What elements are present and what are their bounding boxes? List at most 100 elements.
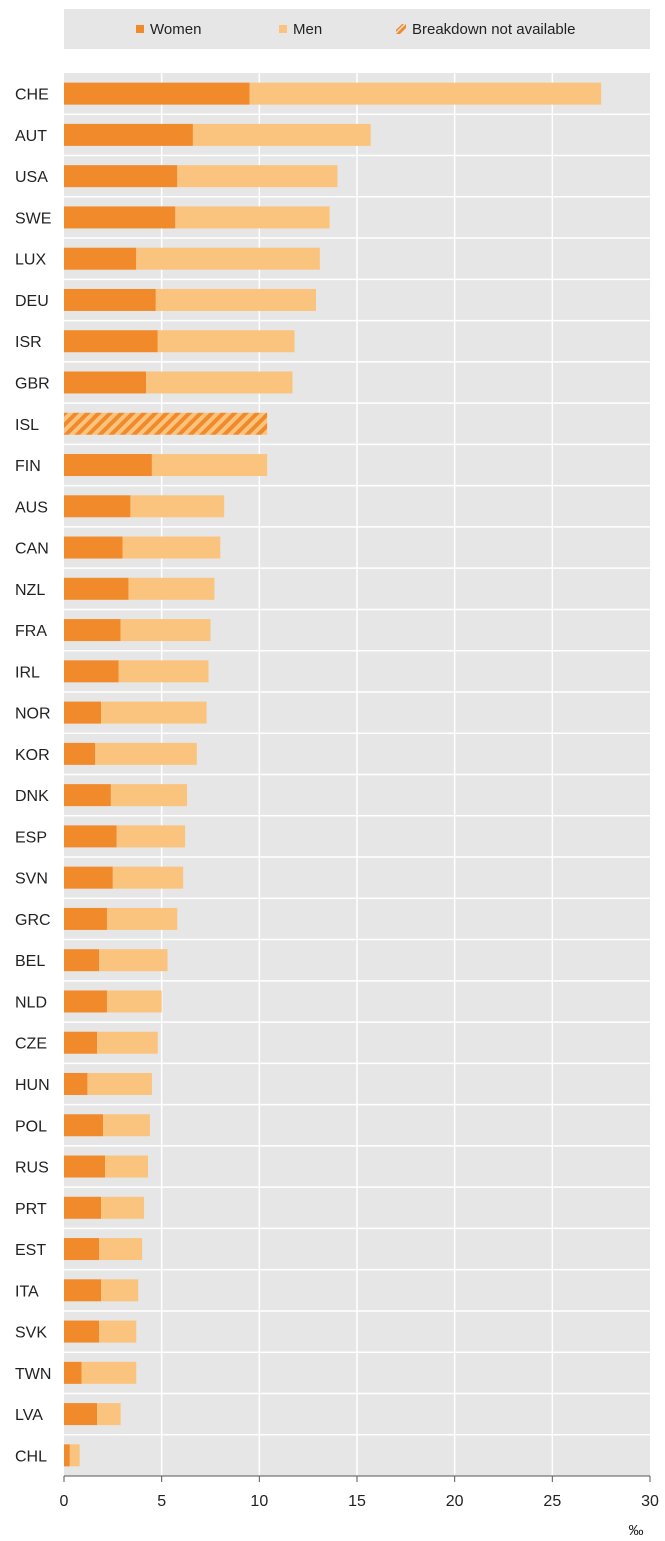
bar-men <box>105 1155 148 1178</box>
category-label: RUS <box>15 1160 49 1177</box>
bar-women <box>64 907 107 930</box>
x-tick-label: 0 <box>60 1493 69 1510</box>
x-tick-label: 30 <box>641 1493 659 1510</box>
bar-women <box>64 495 131 518</box>
bar-women <box>64 866 113 889</box>
bar-men <box>103 1114 150 1137</box>
category-label: NLD <box>15 994 47 1011</box>
category-label: ISL <box>15 417 39 434</box>
category-label: HUN <box>15 1077 50 1094</box>
bar-men <box>106 990 162 1013</box>
legend-swatch-breakdown-na <box>396 24 406 34</box>
legend-item-women: Women <box>136 9 201 49</box>
bar-men <box>192 123 371 146</box>
category-label: KOR <box>15 747 50 764</box>
bar-men <box>87 1072 152 1095</box>
category-label: SWE <box>15 210 51 227</box>
category-label: BEL <box>15 953 45 970</box>
x-axis-unit: ‰ <box>629 1522 644 1539</box>
category-label: NOR <box>15 706 51 723</box>
bar-men <box>97 1031 158 1054</box>
bar-women <box>64 990 107 1013</box>
bar-women <box>64 123 193 146</box>
bar-men <box>110 784 188 807</box>
x-tick-label: 20 <box>446 1493 464 1510</box>
bar-women <box>64 454 152 477</box>
legend-item-breakdown-na: Breakdown not available <box>396 9 575 49</box>
category-label: DNK <box>15 788 49 805</box>
category-label: IRL <box>15 664 40 681</box>
category-label: SVN <box>15 871 48 888</box>
category-label: CAN <box>15 541 49 558</box>
bar-women <box>64 330 158 353</box>
category-label: NZL <box>15 582 45 599</box>
legend-swatch-men <box>279 25 287 33</box>
bar-men <box>99 1238 143 1261</box>
bar-women <box>64 1196 102 1219</box>
bar-men <box>101 701 207 724</box>
bar-women <box>64 660 119 683</box>
bar-women <box>64 619 121 642</box>
x-tick-label: 10 <box>250 1493 268 1510</box>
bar-men <box>81 1361 137 1384</box>
category-label: GBR <box>15 375 50 392</box>
category-label: ISR <box>15 334 42 351</box>
category-label: CHL <box>15 1448 47 1465</box>
bar-men <box>146 371 293 394</box>
bar-men <box>136 247 320 270</box>
category-label: EST <box>15 1242 46 1259</box>
bar-women <box>64 371 147 394</box>
bar-women <box>64 1155 106 1178</box>
category-label: LVA <box>15 1407 43 1424</box>
category-label: AUS <box>15 499 48 516</box>
bar-men <box>177 165 338 188</box>
bar-women <box>64 1403 98 1426</box>
bar-men <box>128 577 215 600</box>
bar-men <box>99 1320 137 1343</box>
category-label: CHE <box>15 87 49 104</box>
bar-men <box>130 495 225 518</box>
bar-men <box>97 1403 121 1426</box>
bar-women <box>64 784 111 807</box>
bar-women <box>64 247 137 270</box>
bar-men <box>151 454 268 477</box>
bar-men <box>116 825 186 848</box>
bar-breakdown-na <box>64 412 268 435</box>
bar-men <box>69 1444 80 1467</box>
bar-men <box>120 619 211 642</box>
category-label: LUX <box>15 252 46 269</box>
bar-women <box>64 1072 88 1095</box>
bar-women <box>64 1238 100 1261</box>
x-tick-label: 15 <box>348 1493 366 1510</box>
bar-women <box>64 288 156 311</box>
category-label: FIN <box>15 458 41 475</box>
x-tick-label: 5 <box>157 1493 166 1510</box>
bar-men <box>155 288 316 311</box>
bar-women <box>64 1031 98 1054</box>
bar-women <box>64 206 176 229</box>
bar-men <box>175 206 330 229</box>
bar-women <box>64 742 96 765</box>
chart-legend: Women Men Breakdown not available <box>64 9 650 49</box>
bar-men <box>249 82 602 105</box>
bar-women <box>64 577 129 600</box>
bar-men <box>101 1279 139 1302</box>
bar-women <box>64 1361 82 1384</box>
bar-women <box>64 949 100 972</box>
category-label: CZE <box>15 1036 47 1053</box>
bar-women <box>64 701 102 724</box>
category-label: GRC <box>15 912 51 929</box>
bar-women <box>64 1444 70 1467</box>
legend-label-men: Men <box>293 20 323 38</box>
category-label: ITA <box>15 1283 39 1300</box>
bar-women <box>64 536 123 559</box>
category-label: USA <box>15 169 48 186</box>
legend-label-women: Women <box>150 20 202 38</box>
bar-women <box>64 82 250 105</box>
legend-label-breakdown-na: Breakdown not available <box>412 20 576 38</box>
category-label: PRT <box>15 1201 47 1218</box>
bar-men <box>99 949 168 972</box>
category-label: DEU <box>15 293 49 310</box>
category-label: SVK <box>15 1325 47 1342</box>
bar-women <box>64 1320 100 1343</box>
